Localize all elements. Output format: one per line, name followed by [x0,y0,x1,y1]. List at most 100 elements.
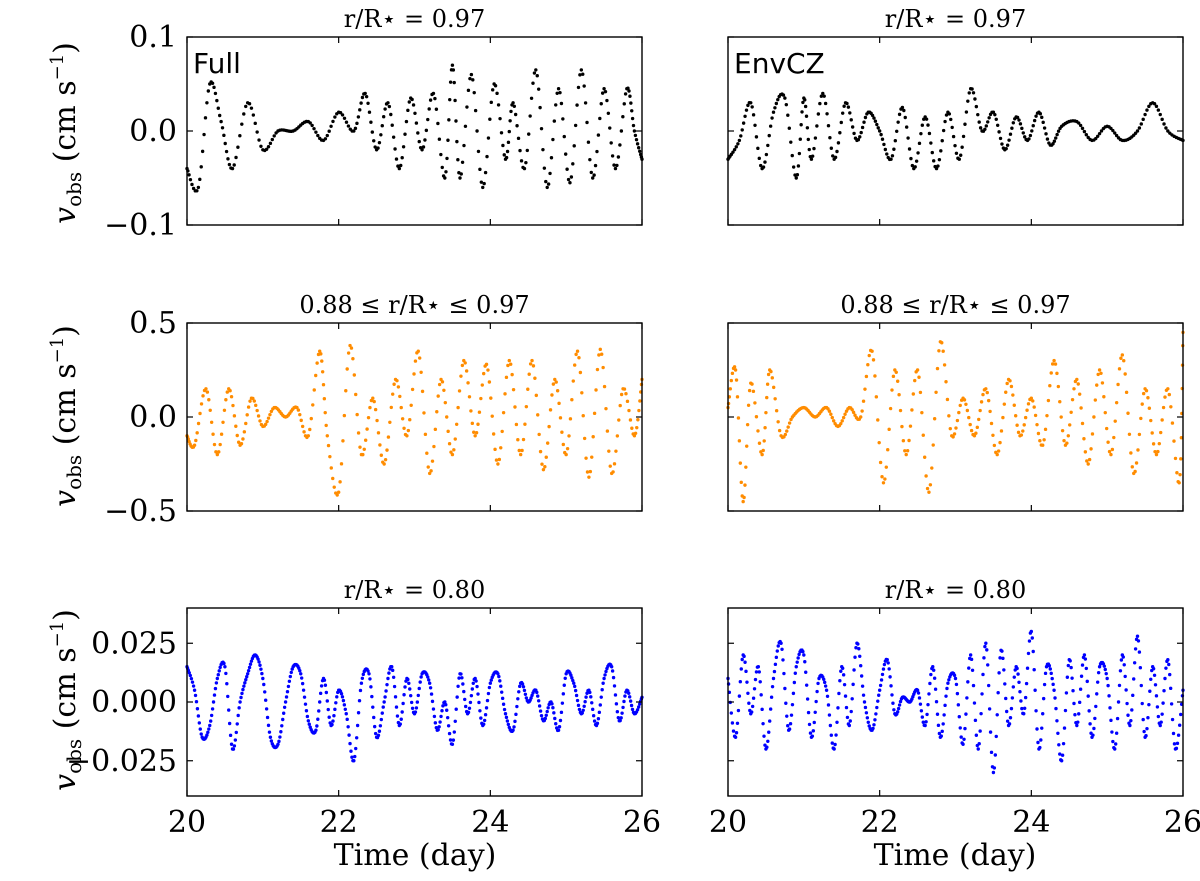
data-point [1079,674,1084,678]
data-point [381,705,385,709]
data-point [380,124,384,128]
data-point [884,465,888,469]
data-point [773,662,778,667]
data-point [1133,469,1137,474]
x-tick-label: 24 [471,805,509,840]
data-point [535,74,539,78]
data-point [1028,133,1033,138]
data-point [1156,714,1161,719]
data-point [412,372,416,376]
data-point [784,701,788,705]
data-point [874,395,879,399]
data-point [1082,129,1087,134]
data-point [550,393,554,397]
data-point [618,718,622,723]
data-point [871,726,875,731]
data-point [560,430,564,434]
data-point [536,413,540,417]
data-point [524,160,528,165]
data-point [490,414,494,418]
data-point [897,393,901,397]
data-point [1059,415,1063,419]
data-point [525,148,529,153]
data-point [1084,133,1089,137]
data-point [239,695,243,700]
data-point [856,642,860,646]
data-point [1145,726,1149,731]
plot-frame [186,36,643,226]
panel-tag: EnvCZ [734,47,825,80]
data-point [842,104,846,108]
data-point [1050,362,1055,366]
data-point [1064,691,1069,695]
data-point [1147,406,1152,410]
data-point [234,424,238,428]
data-point [325,434,329,438]
data-point [573,123,578,128]
data-point [1117,683,1122,688]
data-point [454,422,459,427]
data-point [872,723,876,727]
data-point [978,408,982,413]
data-point [225,390,229,394]
data-point [567,434,571,438]
data-point [394,705,399,709]
data-point [283,700,288,704]
data-point [415,700,420,704]
data-point [1131,693,1135,698]
data-point [569,673,573,677]
data-point [797,652,801,657]
data-point [545,185,549,190]
data-point [1066,434,1071,438]
data-point [841,666,845,671]
data-point [361,672,366,677]
data-point [210,81,215,85]
data-point [628,94,632,98]
data-point [333,707,337,712]
data-point [1154,452,1159,457]
data-point [512,725,516,729]
data-point [768,124,773,128]
data-point [483,170,488,175]
data-point [232,414,237,418]
data-point [1091,733,1095,737]
data-point [1008,716,1013,720]
data-point [395,714,400,718]
data-point [776,644,780,648]
data-point [1043,671,1048,676]
data-point [570,398,574,402]
data-point [470,687,475,691]
data-point [312,388,316,392]
data-point [1092,415,1096,419]
data-point [300,424,305,429]
data-point [622,387,627,391]
data-point [431,707,436,711]
data-point [260,671,264,676]
data-point [238,134,242,138]
data-point [1020,706,1024,711]
data-point [740,128,744,132]
data-point [618,143,622,147]
data-point [763,425,767,430]
data-point [562,683,566,687]
data-point [987,116,991,120]
data-point [546,706,550,710]
data-point [1096,372,1100,377]
data-point [994,117,998,121]
data-point [917,696,922,700]
data-point [1050,676,1054,681]
data-point [413,710,418,714]
data-point [389,112,393,117]
data-point [1042,438,1046,442]
data-point [367,110,372,114]
data-point [303,702,308,706]
data-point [995,452,999,457]
data-point [907,438,911,443]
data-point [1034,709,1038,713]
data-point [750,704,755,709]
data-point [476,692,480,696]
data-point [1104,671,1108,676]
data-point [308,427,312,432]
panel-1-1: 0.88 ≤ r/R⋆ ≤ 0.97 [726,291,1185,512]
data-point [746,691,750,695]
